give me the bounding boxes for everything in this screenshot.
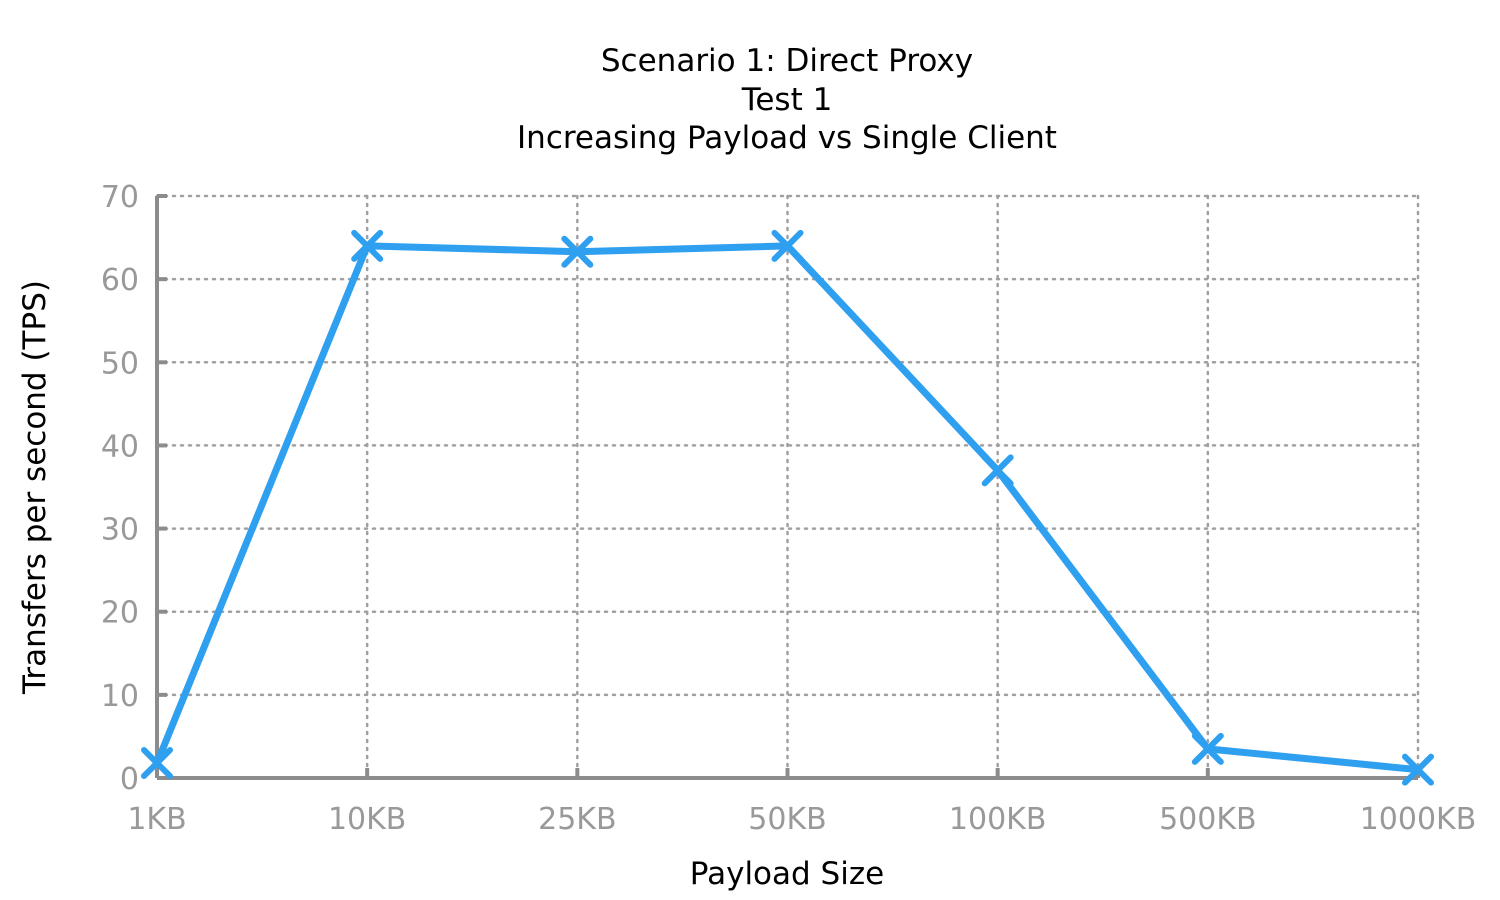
data-point-marker — [1402, 753, 1434, 786]
y-tick-label: 60 — [101, 263, 139, 298]
x-tick-label: 10KB — [328, 802, 406, 837]
y-tick-label: 10 — [101, 679, 139, 714]
x-tick-label: 50KB — [748, 802, 826, 837]
marker-stroke — [981, 454, 1014, 487]
x-tick-label: 1KB — [127, 802, 186, 837]
data-point-marker — [981, 454, 1014, 487]
x-axis-label: Payload Size — [690, 856, 884, 892]
data-point-marker — [351, 229, 384, 262]
x-tick-label: 500KB — [1159, 802, 1257, 837]
data-point-marker — [771, 229, 804, 262]
y-tick-label: 40 — [101, 429, 139, 464]
chart-title-line-1: Scenario 1: Direct Proxy — [601, 43, 973, 79]
marker-stroke — [1191, 732, 1224, 765]
marker-stroke — [141, 747, 173, 780]
y-tick-label: 70 — [101, 180, 139, 215]
x-tick-label: 1000KB — [1360, 802, 1477, 837]
marker-stroke — [351, 229, 384, 262]
chart-title-line-2: Test 1 — [741, 82, 833, 118]
y-tick-label: 30 — [101, 513, 139, 548]
x-tick-label: 100KB — [949, 802, 1047, 837]
y-tick-label: 50 — [101, 346, 139, 381]
grid-lines — [155, 194, 1420, 780]
y-axis-label: Transfers per second (TPS) — [17, 280, 53, 695]
data-point-marker — [1191, 732, 1224, 765]
marker-stroke — [771, 229, 804, 262]
series-layer — [141, 229, 1434, 786]
marker-stroke — [561, 235, 594, 268]
y-tick-label: 0 — [120, 762, 139, 797]
axes — [155, 194, 1420, 780]
data-point-marker — [561, 235, 594, 268]
chart-title-line-3: Increasing Payload vs Single Client — [517, 120, 1057, 156]
y-tick-label: 20 — [101, 596, 139, 631]
x-tick-label: 25KB — [538, 802, 616, 837]
text-layer: Scenario 1: Direct Proxy Test 1 Increasi… — [17, 43, 1476, 892]
data-point-marker — [141, 747, 173, 780]
marker-stroke — [1402, 753, 1434, 786]
